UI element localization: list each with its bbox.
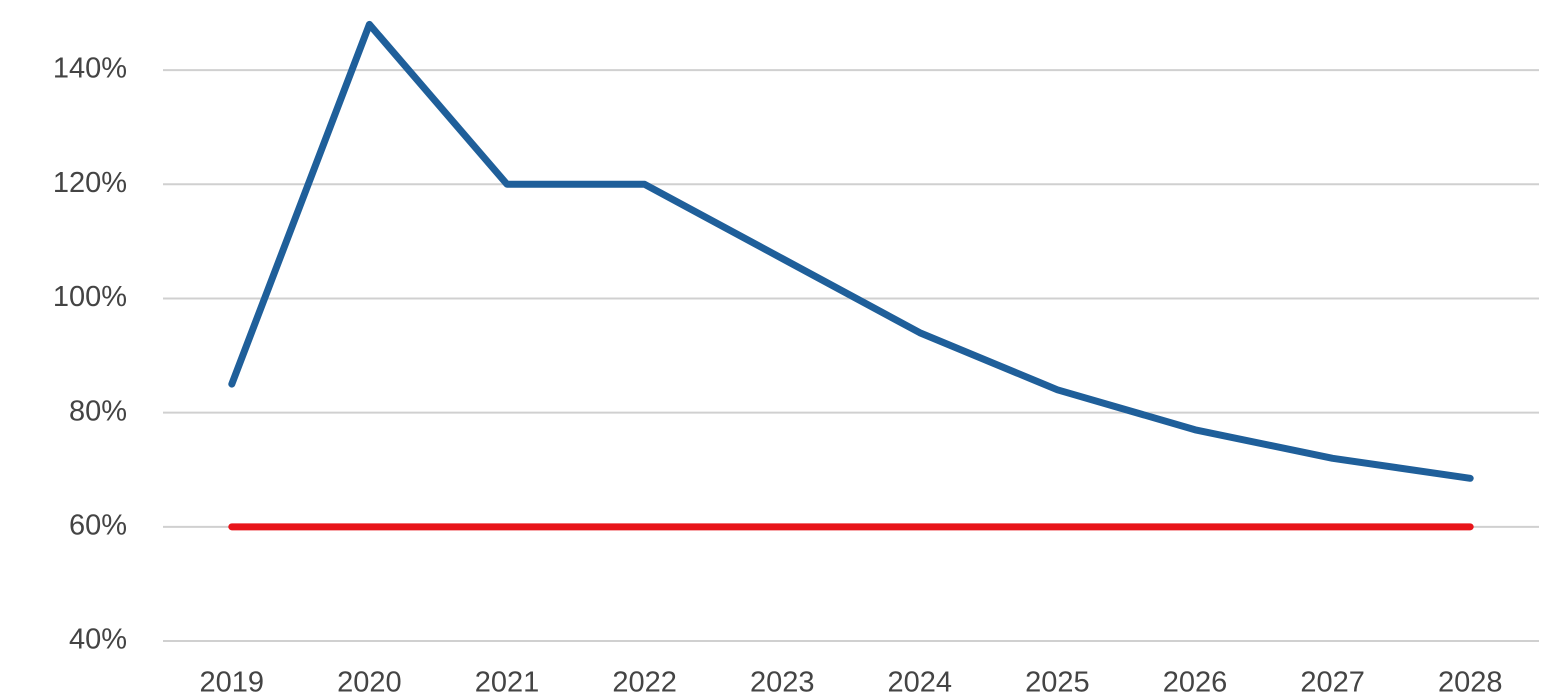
x-tick-label: 2027 [1300, 667, 1365, 699]
x-tick-label: 2028 [1438, 667, 1503, 699]
data-line [228, 20, 1474, 482]
x-tick-label: 2026 [1163, 667, 1228, 699]
x-tick-label: 2025 [1025, 667, 1090, 699]
y-tick-label: 60% [69, 509, 127, 541]
x-tick-label: 2024 [888, 667, 953, 699]
x-tick-label: 2021 [475, 667, 540, 699]
x-tick-label: 2022 [612, 667, 677, 699]
y-tick-label: 120% [53, 167, 127, 199]
y-tick-label: 80% [69, 395, 127, 427]
x-tick-label: 2020 [337, 667, 402, 699]
y-tick-label: 100% [53, 281, 127, 313]
x-tick-label: 2019 [200, 667, 265, 699]
x-tick-label: 2023 [750, 667, 815, 699]
y-tick-label: 140% [53, 53, 127, 85]
y-tick-label: 40% [69, 624, 127, 656]
